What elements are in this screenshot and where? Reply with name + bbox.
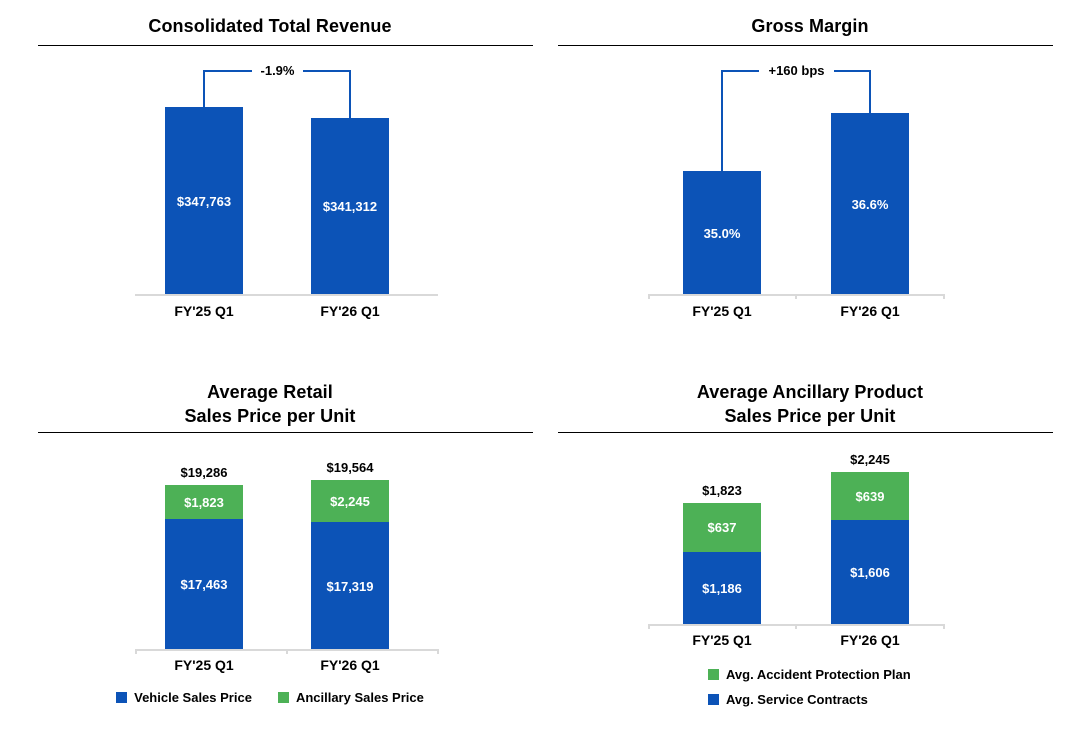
segment-value-label: $17,463 [180, 577, 228, 592]
delta-annotation-text: +160 bps [759, 63, 834, 78]
segment-value-label: $2,245 [330, 493, 370, 509]
chart-title: Average Ancillary Product Sales Price pe… [540, 380, 1080, 428]
chart-average-ancillary-product-sales-price: Average Ancillary Product Sales Price pe… [540, 370, 1080, 740]
legend-item-vehicle-sales-price: Vehicle Sales Price [116, 690, 252, 705]
axis-tick [943, 624, 945, 629]
title-underline [558, 45, 1053, 46]
bar-fy26-q1: $341,312 [311, 118, 389, 295]
chart-title-line-2: Sales Price per Unit [724, 406, 896, 426]
legend-item-accident-protection-plan: Avg. Accident Protection Plan [708, 667, 911, 682]
delta-bracket-leg-right [349, 70, 351, 119]
category-label-fy25-q1: FY'25 Q1 [174, 657, 234, 673]
axis-tick [437, 649, 439, 654]
bar-value-label: $347,763 [176, 193, 232, 209]
legend-swatch-green-icon [708, 669, 719, 680]
bar-total-label: $19,286 [180, 465, 228, 480]
axis-tick [795, 294, 797, 299]
axis-tick [648, 624, 650, 629]
segment-vehicle-sales-price-fy26: $17,319 [311, 522, 389, 650]
legend-item-service-contracts: Avg. Service Contracts [708, 692, 911, 707]
segment-value-label: $1,823 [184, 494, 224, 510]
axis-tick [286, 649, 288, 654]
chart-average-retail-sales-price: Average Retail Sales Price per Unit $19,… [0, 370, 540, 740]
bar-value-label: 36.6% [851, 196, 889, 212]
chart-title: Consolidated Total Revenue [148, 16, 392, 36]
category-label-fy26-q1: FY'26 Q1 [320, 657, 380, 673]
bar-value-label: 35.0% [703, 225, 741, 241]
axis-tick [943, 294, 945, 299]
bar-fy25-q1: 35.0% [683, 171, 761, 295]
legend-swatch-blue-icon [116, 692, 128, 703]
category-label-fy26-q1: FY'26 Q1 [840, 632, 900, 648]
stacked-bar-fy26-q1: $2,245 $639 $1,606 [831, 452, 909, 625]
segment-value-label: $17,319 [326, 578, 374, 594]
legend-label: Ancillary Sales Price [295, 690, 424, 705]
axis-tick [648, 294, 650, 299]
category-label-fy25-q1: FY'25 Q1 [174, 303, 234, 319]
segment-value-label: $1,186 [702, 581, 742, 596]
bar-total-label: $1,823 [702, 483, 742, 498]
segment-value-label: $1,606 [850, 565, 890, 580]
title-underline [558, 432, 1053, 433]
segment-ancillary-sales-price-fy26: $2,245 [311, 480, 389, 522]
legend-swatch-green-icon [277, 692, 289, 703]
axis-tick [795, 624, 797, 629]
bar-value-label: $341,312 [322, 199, 378, 214]
axis-tick [135, 649, 137, 654]
bar-fy25-q1: $347,763 [165, 107, 243, 295]
legend-label: Vehicle Sales Price [134, 690, 252, 705]
legend-swatch-blue-icon [708, 694, 719, 705]
chart-title: Average Retail Sales Price per Unit [0, 380, 540, 428]
segment-service-contracts-fy25: $1,186 [683, 552, 761, 625]
legend: Avg. Accident Protection Plan Avg. Servi… [708, 667, 911, 707]
chart-consolidated-total-revenue: Consolidated Total Revenue -1.9% $347,76… [0, 0, 540, 370]
chart-gross-margin: Gross Margin +160 bps 35.0% 36.6% FY'25 … [540, 0, 1080, 370]
category-label-fy25-q1: FY'25 Q1 [692, 632, 752, 648]
legend-label: Avg. Service Contracts [726, 692, 868, 707]
delta-bracket-leg-left [721, 70, 723, 172]
segment-accident-protection-fy25: $637 [683, 503, 761, 552]
delta-annotation-text: -1.9% [251, 63, 304, 78]
delta-annotation: -1.9% [204, 61, 351, 80]
segment-vehicle-sales-price-fy25: $17,463 [165, 519, 243, 650]
legend-label: Avg. Accident Protection Plan [726, 667, 911, 682]
category-label-fy26-q1: FY'26 Q1 [840, 303, 900, 319]
chart-title: Gross Margin [751, 16, 869, 36]
title-underline [38, 432, 533, 433]
category-label-fy26-q1: FY'26 Q1 [320, 303, 380, 319]
segment-ancillary-sales-price-fy25: $1,823 [165, 485, 243, 519]
bar-total-label: $2,245 [850, 452, 890, 467]
stacked-bar-fy25-q1: $19,286 $1,823 $17,463 [165, 465, 243, 650]
stacked-bar-fy26-q1: $19,564 $2,245 $17,319 [311, 460, 389, 650]
legend: Vehicle Sales Price Ancillary Sales Pric… [0, 690, 540, 705]
delta-bracket-leg-left [203, 70, 205, 108]
chart-title-line-2: Sales Price per Unit [184, 406, 356, 426]
segment-accident-protection-fy26: $639 [831, 472, 909, 520]
bar-fy26-q1: 36.6% [831, 113, 909, 295]
chart-title-line-1: Average Retail [207, 382, 333, 402]
segment-value-label: $637 [707, 520, 737, 535]
category-label-fy25-q1: FY'25 Q1 [692, 303, 752, 319]
chart-title-line-1: Average Ancillary Product [696, 382, 924, 402]
stacked-bar-fy25-q1: $1,823 $637 $1,186 [683, 483, 761, 625]
delta-annotation: +160 bps [722, 61, 871, 80]
delta-bracket-leg-right [869, 70, 871, 114]
x-axis-baseline [135, 294, 438, 296]
segment-service-contracts-fy26: $1,606 [831, 520, 909, 625]
segment-value-label: $639 [855, 488, 885, 504]
title-underline [38, 45, 533, 46]
legend-item-ancillary-sales-price: Ancillary Sales Price [277, 690, 424, 705]
bar-total-label: $19,564 [326, 460, 374, 475]
